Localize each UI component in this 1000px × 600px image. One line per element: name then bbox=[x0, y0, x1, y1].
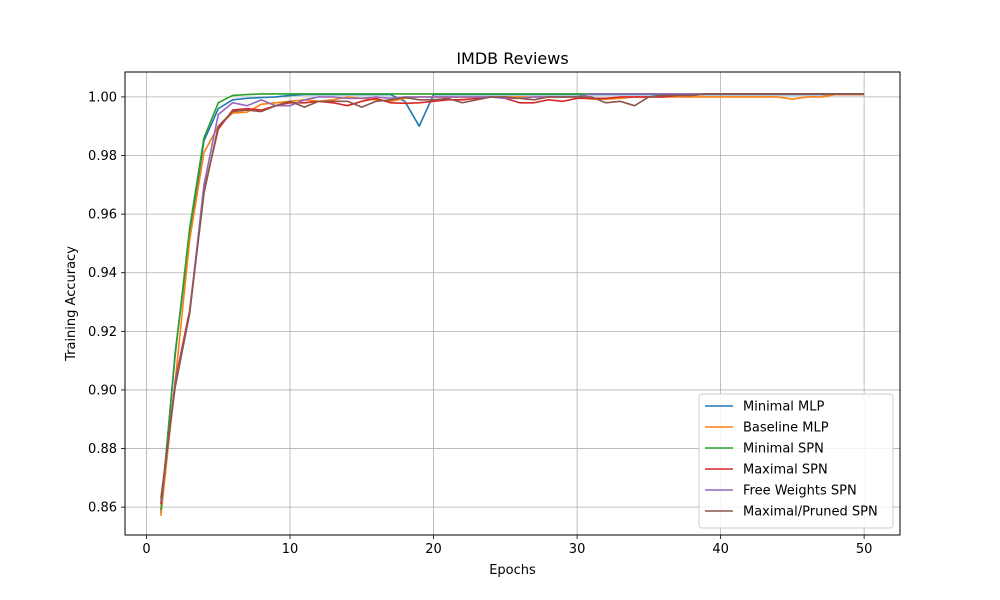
y-tick-label: 0.92 bbox=[88, 325, 117, 340]
y-tick-label: 0.94 bbox=[88, 266, 117, 281]
legend-entry-label: Free Weights SPN bbox=[743, 484, 857, 499]
y-tick-label: 0.90 bbox=[88, 383, 117, 398]
y-tick-label: 0.96 bbox=[88, 208, 117, 223]
legend-entry-label: Minimal MLP bbox=[743, 400, 825, 415]
y-tick-label: 0.88 bbox=[88, 442, 117, 457]
legend-entry-label: Maximal SPN bbox=[743, 463, 828, 478]
plot-area-frame bbox=[124, 71, 901, 536]
y-axis-label: Training Accuracy bbox=[64, 246, 79, 362]
axis-ticks: 0 10 20 30 40 50 0.86 0.88 0.90 0.92 0.94 0.96 0.98 1… bbox=[88, 90, 872, 557]
x-tick-label: 20 bbox=[425, 542, 442, 557]
series-lines bbox=[160, 93, 865, 517]
x-axis-label: Epochs bbox=[489, 563, 536, 578]
x-tick-label: 50 bbox=[856, 542, 873, 557]
x-tick-label: 30 bbox=[569, 542, 586, 557]
x-tick-label: 10 bbox=[282, 542, 299, 557]
legend-entry-label: Maximal/Pruned SPN bbox=[743, 505, 878, 520]
legend-entry-label: Baseline MLP bbox=[743, 421, 829, 436]
x-tick-label: 0 bbox=[142, 542, 150, 557]
y-tick-label: 0.86 bbox=[88, 501, 117, 516]
chart-title: IMDB Reviews bbox=[456, 49, 568, 68]
y-tick-label: 1.00 bbox=[88, 90, 117, 105]
legend: Minimal MLP Baseline MLP Minimal SPN Maxima… bbox=[698, 393, 894, 529]
legend-entry-label: Minimal SPN bbox=[743, 442, 824, 457]
x-tick-label: 40 bbox=[712, 542, 729, 557]
legend-box bbox=[698, 393, 894, 529]
series-line-maximal-pruned-spn bbox=[160, 93, 865, 499]
y-tick-label: 0.98 bbox=[88, 149, 117, 164]
